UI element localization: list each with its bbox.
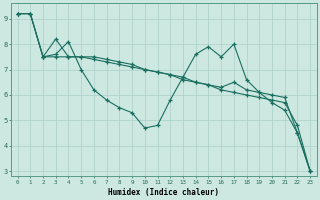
X-axis label: Humidex (Indice chaleur): Humidex (Indice chaleur) — [108, 188, 220, 197]
